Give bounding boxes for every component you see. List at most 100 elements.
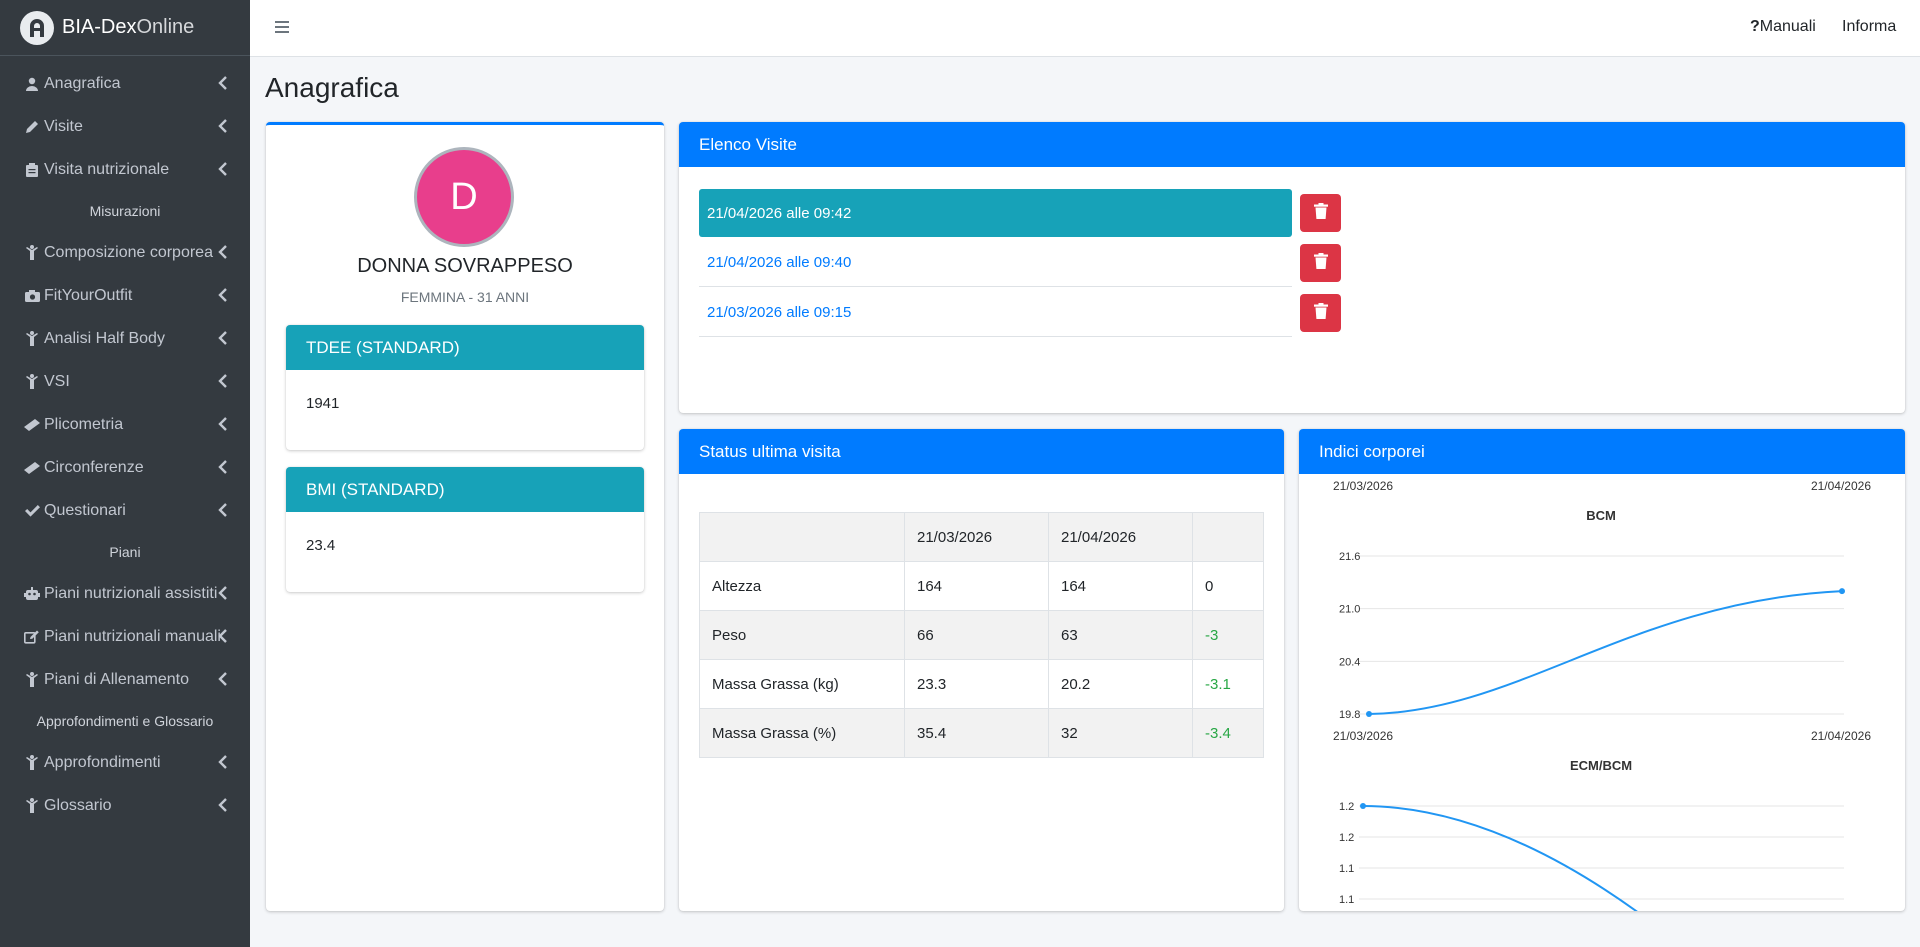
bmi-header: BMI (STANDARD) <box>286 467 644 512</box>
table-cell-v2: 63 <box>1048 610 1193 660</box>
table-cell-v2: 164 <box>1048 561 1193 611</box>
table-row: Peso 66 63 -3 <box>699 610 1264 660</box>
tdee-header: TDEE (STANDARD) <box>286 325 644 370</box>
sidebar-item-piani-di-allenamento[interactable]: Piani di Allenamento <box>0 658 250 701</box>
trash-icon <box>1313 202 1328 224</box>
chevron-left-icon <box>218 331 228 345</box>
bmi-card: BMI (STANDARD) 23.4 <box>286 467 644 592</box>
chevron-left-icon <box>218 798 228 812</box>
body-icon <box>24 245 40 261</box>
visit-item[interactable]: 21/03/2026 alle 09:15 <box>699 289 1292 337</box>
sidebar-item-visita-nutrizionale[interactable]: Visita nutrizionale <box>0 148 250 191</box>
sidebar-item-label: Piani nutrizionali manuali <box>44 627 221 645</box>
chevron-left-icon <box>218 288 228 302</box>
manuali-label: Manuali <box>1759 18 1816 35</box>
sidebar-item-visite[interactable]: Visite <box>0 105 250 148</box>
chart-x-label-end: 21/04/2026 <box>1811 479 1871 493</box>
informa-link[interactable]: Informa <box>1842 18 1897 35</box>
chart-x-label-end: 21/04/2026 <box>1811 729 1871 743</box>
manuali-link[interactable]: ?Manuali <box>1750 18 1816 36</box>
delete-visit-button[interactable] <box>1300 294 1341 332</box>
avatar: D <box>414 147 514 247</box>
top-navbar: ?Manuali Informa <box>250 0 1920 57</box>
table-header-row: 21/03/2026 21/04/2026 <box>699 512 1264 562</box>
sidebar: BIA-DexOnline Anagrafica Visite Visita nut… <box>0 0 250 947</box>
sidebar-item-label: Plicometria <box>44 415 124 433</box>
chart-y-tick-label: 19.8 <box>1339 709 1360 721</box>
table-cell-v1: 23.3 <box>904 659 1049 709</box>
chevron-left-icon <box>218 119 228 133</box>
sidebar-item-composizione-corporea[interactable]: Composizione corporea <box>0 231 250 274</box>
sidebar-item-glossario[interactable]: Glossario <box>0 784 250 827</box>
visits-header: Elenco Visite <box>679 122 1905 167</box>
robot-icon <box>24 586 40 602</box>
brand-name-thin: Online <box>136 16 195 38</box>
delete-visit-button[interactable] <box>1300 194 1341 232</box>
brand-logo-icon <box>20 10 54 45</box>
edit-icon <box>24 629 40 645</box>
sidebar-item-anagrafica[interactable]: Anagrafica <box>0 62 250 105</box>
ruler-icon <box>24 460 40 476</box>
table-cell-diff: -3 <box>1192 610 1264 660</box>
sidebar-item-label: Circonferenze <box>44 458 144 476</box>
delete-visit-button[interactable] <box>1300 244 1341 282</box>
status-card: Status ultima visita 21/03/2026 21/04/202… <box>679 429 1284 911</box>
nav-header: Misurazioni <box>89 203 161 219</box>
sidebar-item-label: Glossario <box>44 796 112 814</box>
table-row: Altezza 164 164 0 <box>699 561 1264 611</box>
chevron-left-icon <box>218 503 228 517</box>
chart-y-tick-label: 1.1 <box>1339 894 1354 906</box>
table-cell-label: Massa Grassa (%) <box>699 708 905 758</box>
sidebar-item-label: Anagrafica <box>44 74 121 92</box>
chart-title: ECM/BCM <box>1570 758 1632 773</box>
hamburger-menu-icon[interactable] <box>274 19 290 35</box>
chevron-left-icon <box>218 374 228 388</box>
table-cell-diff: -3.1 <box>1192 659 1264 709</box>
chart-x-label-start: 21/03/2026 <box>1333 479 1393 493</box>
sidebar-item-analisi-half-body[interactable]: Analisi Half Body <box>0 317 250 360</box>
bmi-value: 23.4 <box>306 537 336 554</box>
visit-item[interactable]: 21/04/2026 alle 09:40 <box>699 239 1292 287</box>
table-cell-v2: 20.2 <box>1048 659 1193 709</box>
profile-card: D DONNA SOVRAPPESO FEMMINA - 31 ANNI TDE… <box>266 122 664 911</box>
body-icon <box>24 331 40 347</box>
sidebar-item-fityouroutfit[interactable]: FitYourOutfit <box>0 274 250 317</box>
table-cell-v1: 164 <box>904 561 1049 611</box>
status-header: Status ultima visita <box>679 429 1284 474</box>
table-cell-diff: -3.4 <box>1192 708 1264 758</box>
sidebar-item-piani-nutrizionali-manuali[interactable]: Piani nutrizionali manuali <box>0 615 250 658</box>
chart-y-tick-label: 20.4 <box>1339 656 1360 668</box>
chevron-left-icon <box>218 460 228 474</box>
sidebar-item-label: Composizione corporea <box>44 243 213 261</box>
sidebar-item-vsi[interactable]: VSI <box>0 360 250 403</box>
chart-y-tick-label: 1.2 <box>1339 832 1354 844</box>
chevron-left-icon <box>218 672 228 686</box>
table-header-cell: 21/03/2026 <box>904 512 1049 562</box>
status-table: 21/03/2026 21/04/2026 Altezza 164 164 0 Peso 66… <box>699 512 1264 758</box>
sidebar-item-piani-nutrizionali-assistiti[interactable]: Piani nutrizionali assistiti <box>0 572 250 615</box>
sidebar-item-approfondimenti[interactable]: Approfondimenti <box>0 741 250 784</box>
chevron-left-icon <box>218 755 228 769</box>
body-icon <box>24 672 40 688</box>
table-cell-label: Massa Grassa (kg) <box>699 659 905 709</box>
chart-y-tick-label: 21.6 <box>1339 551 1360 563</box>
table-cell-label: Altezza <box>699 561 905 611</box>
sidebar-item-questionari[interactable]: Questionari <box>0 489 250 532</box>
chart-series-line <box>1362 805 1638 911</box>
table-cell-v1: 35.4 <box>904 708 1049 758</box>
chart-y-tick-label: 1.1 <box>1339 863 1354 875</box>
ruler-icon <box>24 417 40 433</box>
body-icon <box>24 755 40 771</box>
tdee-card: TDEE (STANDARD) 1941 <box>286 325 644 450</box>
trash-icon <box>1313 302 1328 324</box>
visit-item[interactable]: 21/04/2026 alle 09:42 <box>699 189 1292 237</box>
chart-point <box>1839 588 1845 595</box>
check-icon <box>24 503 40 519</box>
sidebar-item-circonferenze[interactable]: Circonferenze <box>0 446 250 489</box>
sidebar-item-plicometria[interactable]: Plicometria <box>0 403 250 446</box>
brand[interactable]: BIA-DexOnline <box>0 0 250 56</box>
brand-name-bold: BIA-Dex <box>62 16 137 38</box>
indices-header: Indici corporei <box>1299 429 1905 474</box>
sidebar-item-label: Analisi Half Body <box>44 329 165 347</box>
chevron-left-icon <box>218 629 228 643</box>
